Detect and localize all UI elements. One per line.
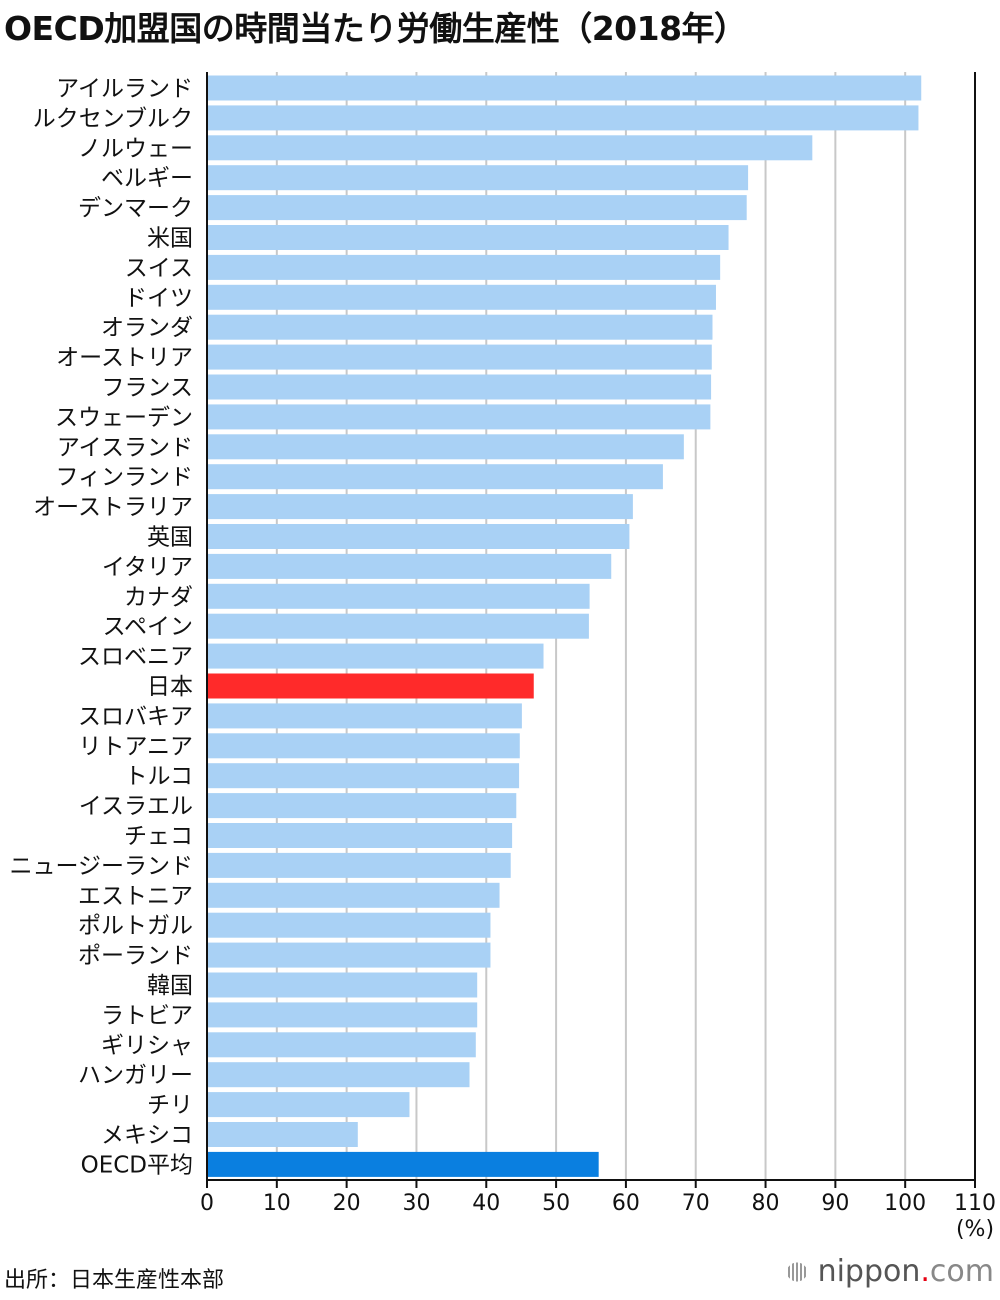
x-tick-label-110: 110: [954, 1191, 996, 1216]
bar-韓国: [207, 972, 478, 998]
x-tick-label-50: 50: [542, 1191, 570, 1216]
category-label-フィンランド: フィンランド: [55, 465, 193, 491]
category-label-チリ: チリ: [147, 1093, 193, 1119]
category-label-ドイツ: ドイツ: [124, 285, 193, 311]
source-note: 出所：日本生産性本部: [4, 1268, 225, 1293]
category-label-ポーランド: ポーランド: [78, 943, 193, 969]
bar-ルクセンブルク: [207, 105, 919, 131]
bar-フランス: [207, 374, 712, 400]
bar-英国: [207, 524, 630, 549]
nippon-logo-icon: [783, 1259, 810, 1284]
bar-スペイン: [207, 613, 589, 639]
category-label-リトアニア: リトアニア: [78, 734, 193, 760]
x-tick-label-30: 30: [402, 1191, 430, 1216]
bar-日本: [207, 673, 534, 699]
bar-イスラエル: [207, 793, 517, 819]
bar-トルコ: [207, 763, 520, 789]
category-label-アイルランド: アイルランド: [56, 76, 193, 102]
x-axis-unit: (%): [956, 1217, 994, 1242]
bar-カナダ: [207, 583, 590, 609]
category-label-オランダ: オランダ: [101, 315, 193, 341]
category-label-メキシコ: メキシコ: [101, 1123, 193, 1149]
category-label-日本: 日本: [147, 674, 193, 700]
category-label-ギリシャ: ギリシャ: [101, 1033, 193, 1059]
category-label-ニュージーランド: ニュージーランド: [9, 853, 193, 879]
bar-メキシコ: [207, 1122, 358, 1147]
bar-チリ: [207, 1092, 410, 1118]
x-tick-label-80: 80: [752, 1191, 780, 1216]
bar-スイス: [207, 254, 721, 280]
category-label-オーストリア: オーストリア: [56, 345, 193, 371]
bar-チェコ: [207, 823, 513, 848]
bar-ポーランド: [207, 942, 491, 968]
category-label-イスラエル: イスラエル: [79, 794, 193, 820]
bar-ベルギー: [207, 165, 749, 191]
category-label-アイスランド: アイスランド: [57, 435, 193, 461]
bar-アイスランド: [207, 434, 684, 460]
bar-ギリシャ: [207, 1032, 476, 1058]
x-tick-label-10: 10: [263, 1191, 291, 1216]
category-label-スウェーデン: スウェーデン: [55, 405, 193, 431]
category-label-韓国: 韓国: [147, 973, 193, 999]
bar-OECD平均: [207, 1151, 599, 1177]
bar-エストニア: [207, 882, 500, 908]
bar-ドイツ: [207, 284, 716, 310]
bar-オランダ: [207, 314, 713, 340]
bar-オーストリア: [207, 344, 712, 370]
brand-tld: com: [929, 1254, 994, 1289]
bar-スロベニア: [207, 643, 544, 669]
category-label-OECD平均: OECD平均: [81, 1152, 193, 1178]
category-label-ラトビア: ラトビア: [101, 1003, 193, 1029]
bar-スロバキア: [207, 703, 522, 729]
bar-ポルトガル: [207, 912, 491, 938]
category-label-チェコ: チェコ: [124, 824, 193, 850]
category-label-スロバキア: スロバキア: [78, 704, 193, 730]
category-label-カナダ: カナダ: [124, 584, 193, 610]
bar-リトアニア: [207, 733, 520, 759]
category-label-トルコ: トルコ: [124, 764, 193, 790]
category-label-フランス: フランス: [101, 375, 193, 401]
chart-title: OECD加盟国の時間当たり労働生産性（2018年）: [4, 9, 747, 48]
bar-フィンランド: [207, 464, 663, 490]
bar-ハンガリー: [207, 1062, 470, 1088]
bar-chart: アイルランドルクセンブルクノルウェーベルギーデンマーク米国スイスドイツオランダオ…: [9, 72, 996, 1242]
category-label-ルクセンブルク: ルクセンブルク: [33, 106, 193, 132]
category-label-ポルトガル: ポルトガル: [78, 913, 193, 939]
x-tick-label-90: 90: [821, 1191, 849, 1216]
bar-米国: [207, 225, 729, 250]
x-tick-label-20: 20: [333, 1191, 361, 1216]
x-tick-label-40: 40: [472, 1191, 500, 1216]
category-label-ノルウェー: ノルウェー: [78, 136, 193, 162]
category-label-オーストラリア: オーストラリア: [33, 495, 193, 521]
category-label-スイス: スイス: [125, 255, 193, 281]
bar-ニュージーランド: [207, 852, 511, 878]
bar-オーストラリア: [207, 494, 633, 520]
category-label-ハンガリー: ハンガリー: [78, 1063, 193, 1089]
bar-ラトビア: [207, 1002, 478, 1028]
bar-アイルランド: [207, 75, 922, 101]
bar-ノルウェー: [207, 135, 813, 161]
bar-デンマーク: [207, 195, 747, 221]
category-label-スペイン: スペイン: [103, 614, 193, 640]
x-tick-label-0: 0: [200, 1191, 214, 1216]
category-label-イタリア: イタリア: [102, 554, 193, 580]
brand-name: nippon: [817, 1254, 921, 1289]
brand-dot: .: [920, 1254, 930, 1289]
category-label-ベルギー: ベルギー: [101, 166, 193, 192]
x-tick-label-60: 60: [612, 1191, 640, 1216]
category-label-米国: 米国: [147, 226, 193, 252]
bar-イタリア: [207, 553, 612, 579]
x-tick-label-70: 70: [682, 1191, 710, 1216]
category-label-エストニア: エストニア: [78, 883, 193, 909]
bar-スウェーデン: [207, 404, 711, 430]
x-tick-label-100: 100: [884, 1191, 926, 1216]
brand-logo: nippon. com: [783, 1254, 994, 1289]
category-label-英国: 英国: [147, 525, 193, 551]
category-label-デンマーク: デンマーク: [78, 196, 193, 222]
category-label-スロベニア: スロベニア: [78, 644, 193, 670]
